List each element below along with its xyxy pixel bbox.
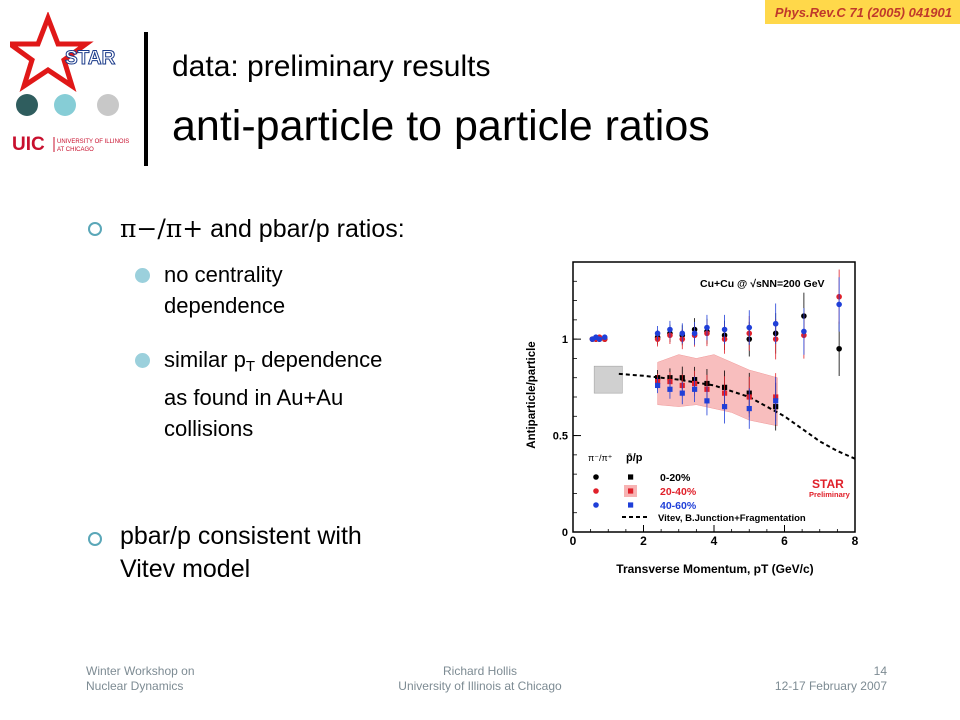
pion-point (772, 320, 779, 327)
sub-bullet-pt-line3: collisions (164, 416, 254, 441)
legend-entry-20-40: 20-40% (660, 486, 697, 498)
sub-bullet-pt-line1: similar pT dependence (164, 347, 383, 375)
proton-point (655, 382, 661, 389)
pion-point (679, 330, 686, 337)
pion-point (746, 324, 753, 331)
pion-sys-box (593, 365, 623, 394)
uic-text: UIC (12, 134, 45, 155)
footer-author: Richard Hollis University of Illinois at… (380, 664, 580, 694)
chart-title: Cu+Cu @ √sNN=200 GeV (700, 278, 825, 290)
pion-point (836, 345, 842, 352)
legend-pion-marker (593, 488, 599, 494)
pion-point (721, 326, 728, 333)
bullet-ring-icon (88, 532, 102, 546)
proton-point (679, 390, 685, 396)
sub-bullet-pt: similar pT dependence as found in Au+Au … (164, 344, 382, 444)
x-tick-label: 8 (852, 534, 859, 548)
proton-point (704, 398, 710, 404)
x-axis-label: Transverse Momentum, pT (GeV/c) (616, 562, 813, 576)
footer-event-line2: Nuclear Dynamics (86, 679, 184, 693)
footer-page: 14 12-17 February 2007 (775, 664, 887, 694)
star-text: STAR (65, 48, 116, 69)
slide-subtitle: data: preliminary results (172, 50, 491, 83)
pion-point (704, 324, 710, 331)
logo-dot-dark (16, 94, 38, 116)
logo-dot-teal (54, 94, 76, 116)
bullet-vitev-line1: pbar/p consistent with (120, 522, 362, 550)
proton-point (773, 398, 779, 404)
watermark-star: STAR (812, 477, 844, 491)
proton-point (667, 386, 673, 392)
x-tick-label: 2 (640, 534, 647, 548)
ratio-chart: Cu+Cu @ √sNN=200 GeV Antiparticle/partic… (526, 261, 859, 576)
pion-point (601, 334, 608, 341)
proton-point (692, 386, 698, 392)
x-tick-label: 6 (781, 534, 788, 548)
y-tick-label: 0.5 (553, 431, 568, 443)
legend-pion-marker (593, 502, 599, 508)
x-tick-label: 0 (570, 534, 577, 548)
legend-proton-marker (628, 474, 634, 480)
bullet-vitev: pbar/p consistent with Vitev model (120, 520, 362, 586)
uic-sub2: AT CHICAGO (57, 147, 94, 153)
uic-sub1: UNIVERSITY OF ILLINOIS (57, 139, 129, 145)
pion-point (691, 330, 698, 337)
y-tick-label: 0 (562, 527, 568, 539)
title-divider (144, 32, 148, 166)
legend-proton-marker (628, 488, 634, 494)
logo-dot-grey (97, 94, 119, 116)
legend-entry-40-60: 40-60% (660, 500, 697, 512)
watermark-preliminary: Preliminary (809, 490, 851, 499)
proton-sys-band (657, 354, 778, 427)
pion-point (654, 330, 661, 337)
footer-event: Winter Workshop on Nuclear Dynamics (86, 664, 195, 694)
footer-date: 12-17 February 2007 (774, 679, 887, 693)
bullet-vitev-line2: Vitev model (120, 555, 251, 583)
slide-title: anti-particle to particle ratios (172, 102, 710, 150)
sub-bullet-dot-icon (135, 353, 150, 368)
bullet-ratios: π−/π+ and pbar/p ratios: (120, 214, 405, 244)
footer-author-affiliation: University of Illinois at Chicago (398, 679, 562, 693)
sub-bullet-centrality-line2: dependence (164, 293, 286, 318)
sub-bullet-pt-line2: as found in Au+Au (164, 385, 344, 410)
legend-proton-marker (628, 502, 634, 508)
legend-model: Vitev, B.Junction+Fragmentation (658, 513, 806, 524)
reference-citation: Phys.Rev.C 71 (2005) 041901 (764, 0, 960, 24)
pion-point (596, 336, 603, 342)
legend-entry-0-20: 0-20% (660, 472, 691, 484)
legend-pion-marker (593, 474, 599, 480)
bullet-ratios-text: and pbar/p ratios: (210, 215, 405, 243)
sub-bullet-centrality: no centrality dependence (164, 259, 285, 321)
legend-pion-header: π⁻/π⁺ (588, 453, 613, 463)
star-icon (10, 12, 94, 92)
pion-point (836, 301, 842, 308)
page-number: 14 (873, 664, 887, 678)
sub-bullet-dot-icon (135, 268, 150, 283)
y-axis-label: Antiparticle/particle (526, 341, 538, 448)
bullet-ring-icon (88, 222, 102, 236)
proton-point (721, 404, 728, 410)
x-tick-label: 4 (711, 534, 718, 548)
pion-point (801, 328, 807, 335)
y-tick-label: 1 (562, 334, 568, 346)
pion-ratio-symbol: π−/π+ (120, 214, 204, 243)
pion-point (667, 326, 673, 333)
footer-event-line1: Winter Workshop on (86, 664, 195, 678)
legend-proton-header: p̄/p (626, 452, 643, 464)
star-uic-logo: STAR UIC UNIVERSITY OF ILLINOIS AT CHICA… (10, 12, 129, 155)
footer-author-name: Richard Hollis (442, 664, 518, 678)
sub-bullet-centrality-line1: no centrality (164, 262, 283, 287)
proton-point (746, 405, 752, 412)
